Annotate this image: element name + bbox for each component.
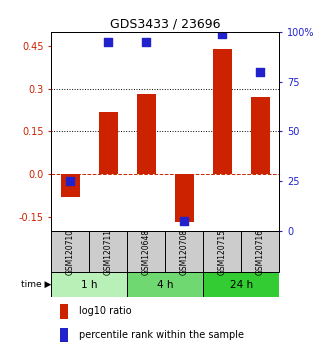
Bar: [251, 97, 270, 174]
Bar: [51, 231, 279, 272]
Text: 1 h: 1 h: [81, 280, 98, 290]
Text: GSM120708: GSM120708: [180, 228, 189, 275]
Text: 24 h: 24 h: [230, 280, 253, 290]
Bar: [203, 272, 279, 297]
Bar: [137, 95, 156, 174]
Point: [106, 39, 111, 45]
Point: [144, 39, 149, 45]
Bar: [51, 272, 127, 297]
Text: 4 h: 4 h: [157, 280, 174, 290]
Point: [68, 178, 73, 184]
Text: GSM120648: GSM120648: [142, 228, 151, 275]
Text: time ▶: time ▶: [21, 280, 51, 289]
Bar: [127, 272, 203, 297]
Text: log10 ratio: log10 ratio: [79, 306, 131, 316]
Bar: [60, 304, 68, 319]
Text: GSM120715: GSM120715: [218, 228, 227, 275]
Bar: [99, 112, 118, 174]
Text: GSM120711: GSM120711: [104, 229, 113, 275]
Text: GSM120716: GSM120716: [256, 228, 265, 275]
Text: percentile rank within the sample: percentile rank within the sample: [79, 330, 244, 340]
Bar: [60, 327, 68, 342]
Bar: [213, 49, 232, 174]
Point: [258, 69, 263, 75]
Point: [182, 218, 187, 224]
Bar: [61, 174, 80, 197]
Title: GDS3433 / 23696: GDS3433 / 23696: [110, 18, 221, 31]
Bar: [175, 174, 194, 222]
Text: GSM120710: GSM120710: [66, 228, 75, 275]
Point: [220, 31, 225, 37]
